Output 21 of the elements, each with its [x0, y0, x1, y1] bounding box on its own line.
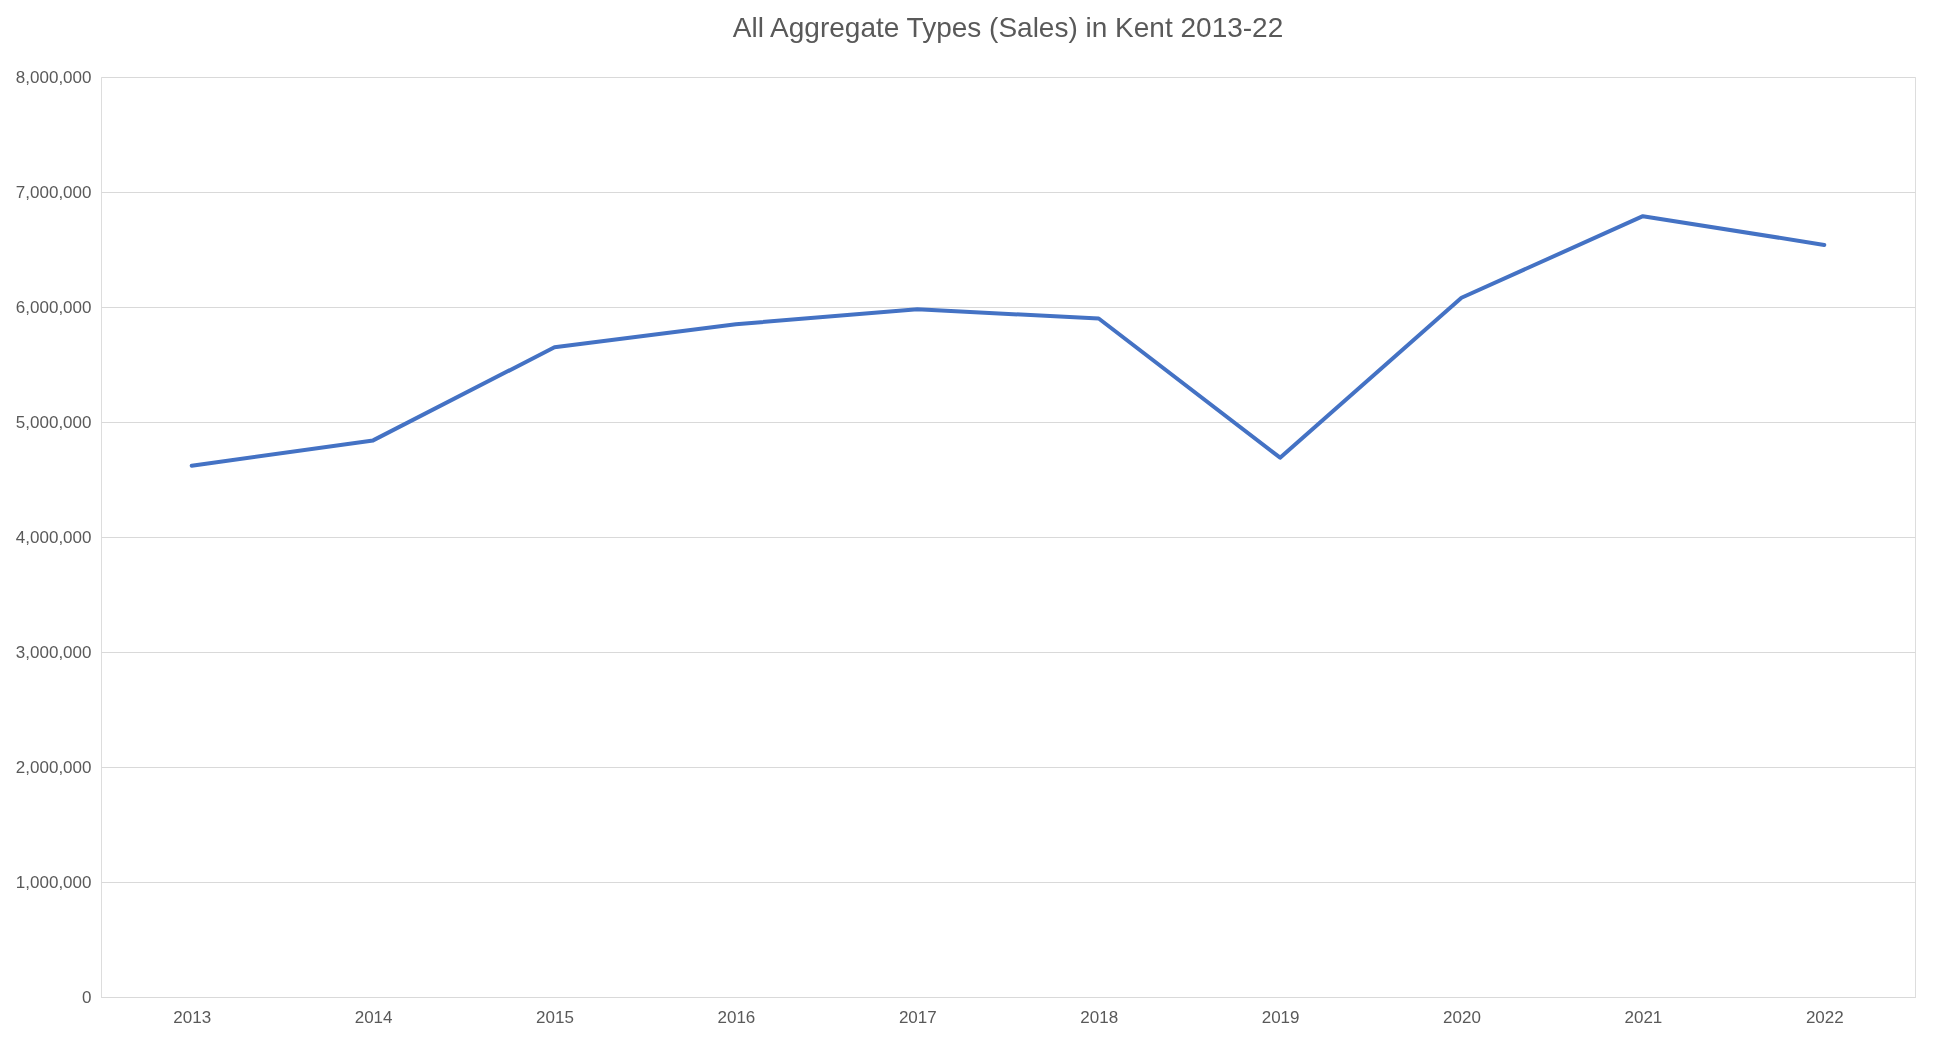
y-tick-label: 6,000,000	[15, 297, 92, 317]
y-tick-label: 1,000,000	[15, 872, 92, 892]
line-series	[189, 214, 1827, 468]
y-tick-label: 2,000,000	[15, 757, 92, 777]
y-tick-label: 5,000,000	[15, 412, 92, 432]
y-tick-label: 4,000,000	[15, 527, 92, 547]
x-tick-label: 2014	[354, 1007, 393, 1027]
x-tick-label: 2021	[1624, 1007, 1663, 1027]
x-tick-label: 2013	[173, 1007, 212, 1027]
x-tick-label: 2016	[717, 1007, 756, 1027]
x-tick-label: 2019	[1261, 1007, 1300, 1027]
chart-title: All Aggregate Types (Sales) in Kent 2013-22	[732, 12, 1284, 43]
x-tick-label: 2020	[1443, 1007, 1481, 1027]
x-tick-label: 2017	[898, 1007, 937, 1027]
y-tick-label: 0	[82, 987, 92, 1007]
y-tick-label: 8,000,000	[15, 67, 92, 87]
y-tick-label: 7,000,000	[15, 182, 92, 202]
y-tick-label: 3,000,000	[15, 642, 92, 662]
x-tick-label: 2018	[1080, 1007, 1119, 1027]
x-tick-label: 2022	[1805, 1007, 1844, 1027]
x-tick-label: 2015	[536, 1007, 574, 1027]
